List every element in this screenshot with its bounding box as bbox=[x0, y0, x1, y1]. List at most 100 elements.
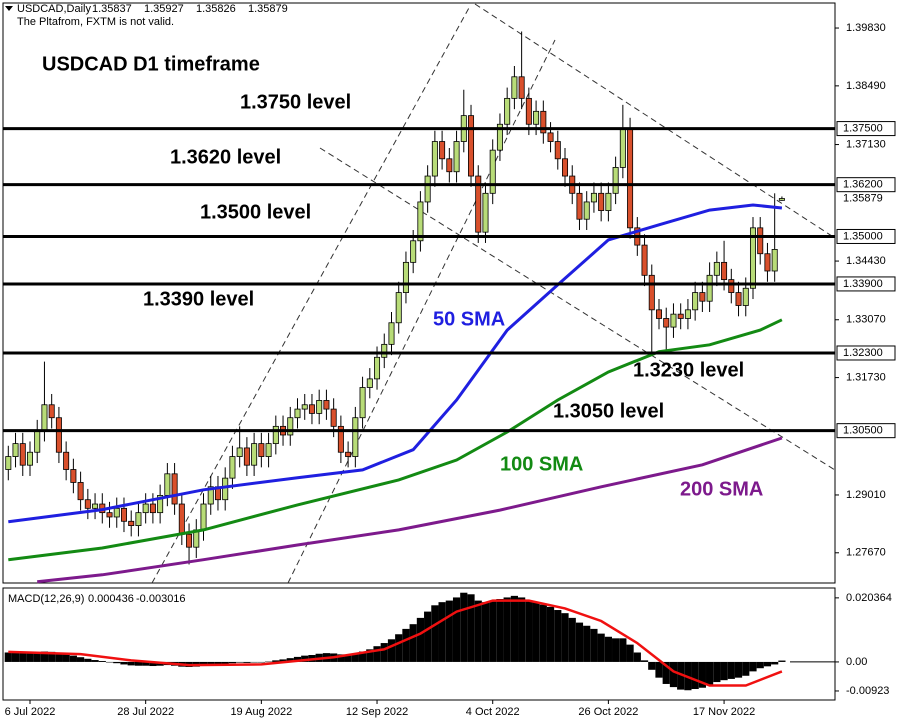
macd-bar bbox=[662, 661, 670, 684]
macd-bar bbox=[742, 661, 750, 676]
macd-bar bbox=[214, 661, 222, 665]
candle-body bbox=[323, 400, 330, 410]
macd-bar bbox=[221, 661, 229, 665]
macd-bar bbox=[149, 661, 157, 667]
macd-bar bbox=[40, 651, 49, 662]
candle-body bbox=[236, 447, 243, 457]
chart-title: USDCAD D1 timeframe bbox=[42, 53, 260, 75]
candle-body bbox=[533, 110, 540, 125]
candle-body bbox=[627, 128, 634, 229]
macd-bar bbox=[619, 638, 627, 662]
candle-body bbox=[19, 443, 26, 466]
level-annotation: 1.3390 level bbox=[143, 288, 254, 310]
level-tag: 1.37500 bbox=[843, 122, 883, 134]
macd-bar bbox=[387, 639, 396, 662]
candle-body bbox=[388, 322, 395, 345]
candle-body bbox=[316, 400, 323, 414]
candle-body bbox=[749, 227, 756, 289]
candle-body bbox=[374, 356, 381, 380]
y-tick-label: 1.29010 bbox=[846, 489, 886, 501]
macd-bar bbox=[496, 599, 504, 662]
candle-body bbox=[366, 378, 373, 388]
candle-body bbox=[63, 451, 70, 470]
y-tick-label: -0.00923 bbox=[846, 685, 889, 697]
macd-bar bbox=[445, 600, 453, 662]
sma-line bbox=[37, 436, 783, 584]
x-tick-label: 28 Jul 2022 bbox=[117, 706, 174, 718]
candle-body bbox=[171, 473, 178, 505]
macd-bar bbox=[474, 600, 482, 662]
level-tag: 1.30500 bbox=[843, 425, 883, 437]
macd-bar bbox=[127, 661, 135, 666]
macd-bar bbox=[257, 661, 265, 663]
level-annotation: 1.3050 level bbox=[553, 400, 664, 422]
candle-body bbox=[352, 417, 359, 457]
candle-body bbox=[778, 198, 785, 201]
candle-body bbox=[128, 520, 135, 527]
macd-bar bbox=[236, 661, 244, 663]
candle-body bbox=[475, 175, 482, 233]
candle-body bbox=[41, 404, 48, 432]
macd-bar bbox=[91, 660, 99, 662]
sma-label: 200 SMA bbox=[680, 478, 763, 500]
candle-body bbox=[496, 123, 503, 151]
macd-bar bbox=[778, 660, 786, 662]
y-tick-label: 1.31730 bbox=[846, 371, 886, 383]
macd-bar bbox=[467, 594, 475, 662]
candle-body bbox=[547, 132, 554, 142]
candle-body bbox=[699, 292, 706, 302]
header-price: 1.35879 bbox=[248, 3, 288, 15]
macd-bar bbox=[655, 661, 663, 678]
level-tag: 1.35000 bbox=[843, 230, 883, 242]
macd-bar bbox=[11, 652, 20, 662]
macd-bar bbox=[568, 617, 576, 662]
menu-arrow bbox=[5, 6, 13, 11]
macd-bar bbox=[243, 661, 251, 663]
candle-body bbox=[70, 469, 77, 483]
macd-bar bbox=[648, 661, 656, 670]
x-tick-label: 26 Oct 2022 bbox=[578, 706, 638, 718]
x-tick-label: 6 Jul 2022 bbox=[5, 706, 56, 718]
level-box bbox=[836, 121, 896, 137]
candle-body bbox=[612, 167, 619, 194]
level-box bbox=[836, 228, 896, 244]
candle-body bbox=[243, 447, 250, 466]
macd-bar bbox=[597, 633, 605, 662]
macd-bar bbox=[481, 602, 490, 662]
candle-body bbox=[34, 430, 41, 453]
macd-bar bbox=[264, 661, 273, 663]
header-price: 1.35837 bbox=[92, 3, 132, 15]
macd-bar bbox=[727, 661, 735, 679]
sma-line bbox=[8, 203, 783, 524]
x-tick-label: 17 Nov 2022 bbox=[693, 706, 755, 718]
macd-bar bbox=[518, 597, 526, 662]
macd-bar bbox=[640, 660, 649, 662]
candle-body bbox=[164, 473, 171, 496]
header-price: 1.35927 bbox=[144, 3, 184, 15]
macd-bar bbox=[416, 617, 425, 662]
macd-bar bbox=[756, 661, 764, 669]
candle-body bbox=[157, 494, 164, 514]
macd-bar bbox=[286, 658, 294, 662]
candle-body bbox=[84, 499, 91, 509]
header-price: 1.35826 bbox=[196, 3, 236, 15]
macd-bar bbox=[4, 652, 12, 662]
candle-body bbox=[142, 503, 149, 514]
candle-body bbox=[598, 192, 605, 211]
y-tick-label: 1.33070 bbox=[846, 314, 886, 326]
candle-body bbox=[605, 192, 612, 211]
macd-bar bbox=[105, 661, 114, 663]
level-box bbox=[836, 345, 896, 361]
candle-body bbox=[764, 253, 771, 272]
macd-bar bbox=[503, 597, 511, 662]
macd-bar bbox=[749, 661, 757, 672]
macd-bar bbox=[626, 644, 634, 662]
macd-bar bbox=[142, 661, 150, 666]
signal-value: -0.003016 bbox=[136, 593, 186, 605]
candle-body bbox=[135, 512, 142, 527]
macd-value: 0.000436 bbox=[88, 593, 134, 605]
macd-bar bbox=[438, 602, 446, 662]
candle-body bbox=[511, 76, 518, 99]
candle-body bbox=[721, 261, 728, 281]
macd-bar bbox=[771, 661, 779, 665]
